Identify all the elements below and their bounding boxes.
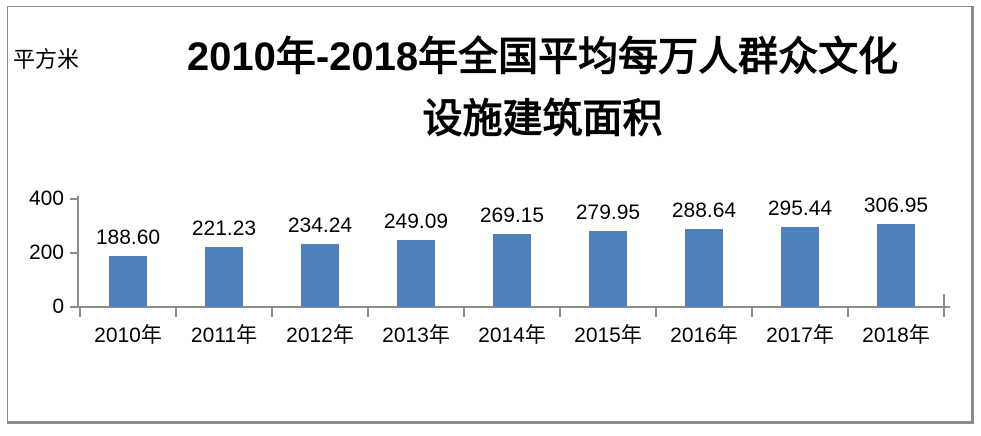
bar-2016年 [685, 229, 723, 307]
x-axis-tick-mark [367, 308, 369, 317]
x-axis-category-label: 2010年 [94, 324, 162, 347]
bar-2017年 [781, 227, 819, 307]
y-axis-tick-label: 200 [28, 241, 64, 264]
bar-2013年 [397, 240, 435, 307]
x-axis-tick-mark [559, 308, 561, 317]
chart-title-line1: 2010年-2018年全国平均每万人群众文化 [186, 35, 899, 79]
bar-value-label: 221.23 [191, 217, 257, 240]
bar-2015年 [589, 231, 627, 307]
x-axis-category-label: 2013年 [382, 324, 450, 347]
x-axis-tick-mark [751, 308, 753, 317]
x-axis-category-label: 2014年 [478, 324, 546, 347]
y-axis-tick-mark [70, 252, 79, 254]
y-axis-tick-label: 400 [28, 187, 64, 210]
y-axis-tick-mark [70, 198, 79, 200]
x-axis-tick-mark [463, 308, 465, 317]
x-axis-tick-mark [175, 308, 177, 317]
bar-value-label: 188.60 [95, 226, 161, 249]
x-axis-category-label: 2017年 [766, 324, 834, 347]
bar-value-label: 249.09 [383, 210, 449, 233]
chart-outer-frame [7, 6, 974, 424]
y-axis-unit-label: 平方米 [13, 47, 80, 72]
y-axis-tick-mark [70, 306, 79, 308]
y-axis-tick-label: 0 [52, 295, 64, 318]
bar-value-label: 279.95 [575, 201, 641, 224]
x-axis-category-label: 2016年 [670, 324, 738, 347]
x-axis-category-label: 2011年 [190, 324, 258, 347]
bar-value-label: 234.24 [287, 214, 353, 237]
chart-title: 2010年-2018年全国平均每万人群众文化 设施建筑面积 [115, 26, 970, 150]
bar-2012年 [301, 244, 339, 307]
x-axis-category-label: 2015年 [574, 324, 642, 347]
x-axis-category-label: 2018年 [862, 324, 930, 347]
bar-2011年 [205, 247, 243, 307]
x-axis-tick-mark [943, 308, 945, 317]
bar-value-label: 306.95 [863, 194, 929, 217]
x-axis-tick-mark [271, 308, 273, 317]
bar-value-label: 288.64 [671, 199, 737, 222]
x-axis-tick-mark [655, 308, 657, 317]
bar-value-label: 269.15 [479, 204, 545, 227]
bar-2018年 [877, 224, 915, 307]
chart-title-line2: 设施建筑面积 [422, 97, 663, 141]
bar-2014年 [493, 234, 531, 307]
x-axis-line [77, 306, 950, 308]
x-axis-end-tick-mark [943, 294, 945, 306]
bar-value-label: 295.44 [767, 197, 833, 220]
x-axis-tick-mark [79, 308, 81, 317]
x-axis-category-label: 2012年 [286, 324, 354, 347]
x-axis-tick-mark [847, 308, 849, 317]
bar-2010年 [109, 256, 147, 307]
